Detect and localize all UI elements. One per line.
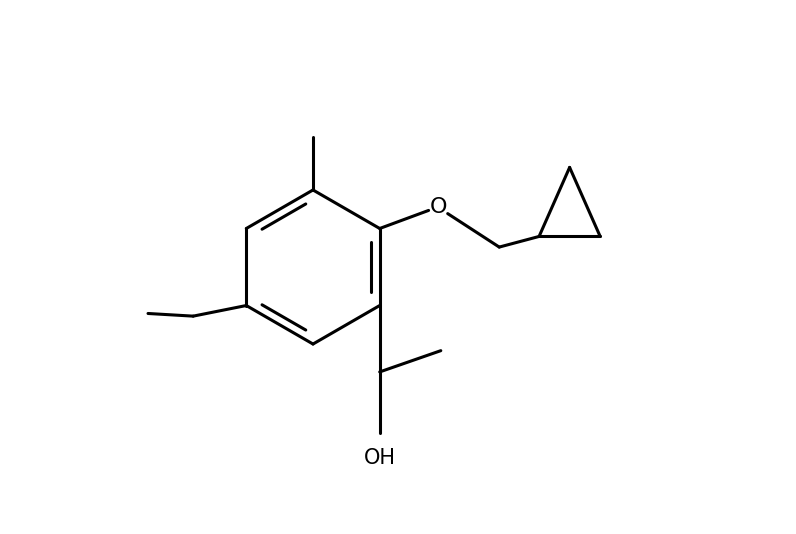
Text: O: O	[429, 197, 447, 217]
Text: OH: OH	[364, 448, 396, 468]
